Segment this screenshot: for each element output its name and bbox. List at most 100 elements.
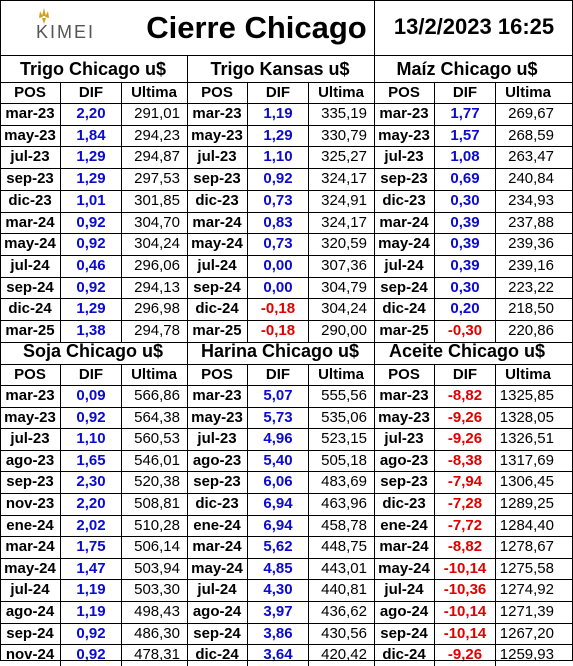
difference-cell: 3,97 — [263, 603, 293, 620]
table-row: may-24 1,47 503,94 — [0, 558, 186, 580]
position-cell: sep-24 — [380, 624, 428, 642]
grid-vline — [308, 364, 309, 666]
table-row: jul-24 0,00 307,36 — [187, 255, 373, 277]
difference-cell: 0,92 — [76, 408, 106, 426]
table-row: mar-23 0,09 566,86 — [0, 385, 186, 407]
table-row: dic-23 0,73 324,91 — [187, 190, 373, 212]
last-price-cell: 486,30 — [134, 624, 180, 642]
table-row: may-24 0,39 239,36 — [374, 233, 560, 255]
column-header-dif: DIF — [78, 84, 104, 101]
difference-cell: -9,26 — [447, 646, 483, 664]
table-row: may-23 1,29 330,79 — [187, 125, 373, 147]
panel-title: Harina Chicago u$ — [200, 341, 360, 361]
column-header-dif: DIF — [452, 366, 478, 383]
last-price-cell: 508,81 — [134, 495, 180, 512]
position-cell: sep-23 — [380, 473, 428, 491]
table-row: sep-23 6,06 483,69 — [187, 471, 373, 493]
position-cell: sep-23 — [380, 170, 428, 188]
position-cell: may-23 — [4, 126, 56, 144]
difference-cell: 1,29 — [263, 126, 293, 144]
grid-hline — [0, 233, 573, 235]
grid-hline — [0, 55, 573, 56]
difference-cell: 1,19 — [76, 581, 106, 599]
last-price-cell: 268,59 — [508, 126, 554, 144]
table-row: mar-23 -8,82 1325,85 — [374, 385, 560, 407]
last-price-cell: 320,59 — [321, 235, 367, 253]
last-price-cell: 239,36 — [508, 235, 554, 253]
difference-cell: -8,82 — [447, 387, 483, 404]
table-row: dic-24 3,64 420,42 — [187, 644, 373, 666]
last-price-cell: 505,18 — [321, 451, 367, 469]
difference-cell: 1,77 — [450, 105, 480, 122]
difference-cell: 2,02 — [76, 516, 106, 534]
grid-hline — [0, 557, 573, 559]
difference-cell: -7,94 — [447, 473, 483, 491]
position-cell: may-24 — [378, 559, 430, 577]
difference-cell: 6,06 — [263, 473, 293, 491]
position-cell: may-23 — [191, 126, 243, 144]
difference-cell: 6,94 — [263, 495, 293, 512]
last-price-cell: 237,88 — [508, 213, 554, 231]
table-row: may-24 4,85 443,01 — [187, 558, 373, 580]
table-row: jul-24 0,46 296,06 — [0, 255, 186, 277]
table-row: ene-24 -7,72 1284,40 — [374, 515, 560, 537]
last-price-cell: 294,78 — [134, 322, 180, 339]
last-price-cell: 436,62 — [321, 603, 367, 620]
difference-cell: 0,92 — [263, 170, 293, 188]
difference-cell: 5,40 — [263, 451, 293, 469]
column-header-dif: DIF — [265, 366, 291, 383]
table-row: dic-24 0,20 218,50 — [374, 298, 560, 320]
last-price-cell: 324,91 — [321, 191, 367, 209]
difference-cell: -7,72 — [447, 516, 483, 534]
difference-cell: 2,20 — [76, 105, 106, 122]
grid-hline — [0, 364, 573, 365]
last-price-cell: 234,93 — [508, 191, 554, 209]
table-row: mar-23 1,77 269,67 — [374, 103, 560, 125]
last-price-cell: 307,36 — [321, 256, 367, 274]
table-row: jul-23 1,10 325,27 — [187, 146, 373, 168]
grid-vline — [121, 82, 122, 342]
last-price-cell: 239,16 — [508, 256, 554, 274]
last-price-cell: 294,13 — [134, 278, 180, 296]
last-price-cell: 1328,05 — [499, 408, 554, 426]
grid-hline — [0, 471, 573, 473]
last-price-cell: 294,23 — [134, 126, 180, 144]
grid-hline — [0, 82, 573, 83]
difference-cell: -0,30 — [447, 322, 483, 339]
table-row: dic-23 6,94 463,96 — [187, 493, 373, 515]
grid-vline — [60, 364, 61, 666]
table-row: dic-23 0,30 234,93 — [374, 190, 560, 212]
table-row: may-23 -9,26 1328,05 — [374, 407, 560, 429]
last-price-cell: 1259,93 — [499, 646, 554, 664]
position-cell: dic-24 — [195, 300, 239, 318]
grid-hline — [0, 601, 573, 602]
difference-cell: 1,19 — [76, 603, 106, 620]
last-price-cell: 510,28 — [134, 516, 180, 534]
position-cell: dic-24 — [382, 646, 426, 664]
difference-cell: -9,26 — [447, 408, 483, 426]
difference-cell: 6,94 — [263, 516, 293, 534]
column-header-dif: DIF — [265, 84, 291, 101]
table-row: sep-23 0,69 240,84 — [374, 168, 560, 190]
position-cell: jul-24 — [197, 256, 237, 274]
difference-cell: -0,18 — [260, 322, 296, 339]
table-row: mar-23 1,19 335,19 — [187, 103, 373, 125]
position-cell: may-24 — [191, 235, 243, 253]
last-price-cell: 566,86 — [134, 387, 180, 404]
last-price-cell: 290,00 — [321, 322, 367, 339]
difference-cell: -8,38 — [447, 451, 483, 469]
difference-cell: 0,39 — [450, 235, 480, 253]
grid-hline — [0, 254, 573, 256]
last-price-cell: 1289,25 — [499, 495, 554, 512]
table-row: jul-24 4,30 440,81 — [187, 579, 373, 601]
table-row: sep-24 0,92 486,30 — [0, 623, 186, 645]
grid-hline — [0, 644, 573, 646]
last-price-cell: 301,85 — [134, 191, 180, 209]
position-cell: mar-25 — [379, 322, 429, 339]
grid-vline — [374, 338, 375, 666]
grid-vline — [374, 0, 375, 56]
table-row: mar-23 2,20 291,01 — [0, 103, 186, 125]
grid-hline — [0, 189, 573, 191]
position-cell: mar-23 — [379, 105, 429, 122]
difference-cell: 4,85 — [263, 559, 293, 577]
